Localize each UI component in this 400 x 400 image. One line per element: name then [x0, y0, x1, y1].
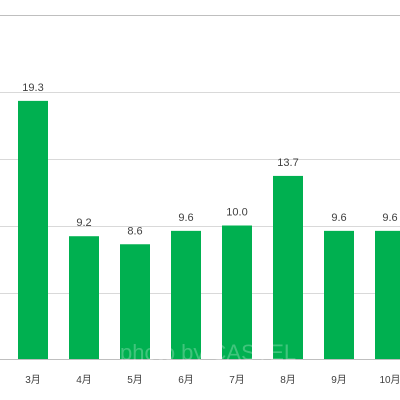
bar-8月	[273, 175, 303, 360]
data-label-3月: 19.3	[22, 82, 43, 94]
data-labels: 19.3 9.2 8.6 9.6 10.0 13.7 9.6 9.6	[22, 82, 397, 237]
bar-10月	[375, 230, 400, 360]
bar-6月	[171, 230, 201, 360]
data-label-6月: 9.6	[178, 212, 193, 224]
x-tick-labels: 3月 4月 5月 6月 7月 8月 9月 10月	[25, 374, 400, 386]
watermark: photo by CASTEL	[120, 340, 296, 365]
x-tick-7月: 7月	[229, 374, 245, 386]
x-tick-8月: 8月	[280, 374, 296, 386]
x-tick-5月: 5月	[127, 374, 143, 386]
data-label-10月: 9.6	[382, 212, 397, 224]
bar-5月	[120, 244, 150, 360]
x-tick-6月: 6月	[178, 374, 194, 386]
x-tick-9月: 9月	[331, 374, 347, 386]
data-label-8月: 13.7	[277, 157, 298, 169]
bar-4月	[69, 236, 99, 360]
bars	[18, 100, 400, 360]
x-tick-3月: 3月	[25, 374, 41, 386]
data-label-4月: 9.2	[76, 217, 91, 229]
bar-7月	[222, 225, 252, 360]
bar-9月	[324, 230, 354, 360]
bar-3月	[18, 100, 48, 360]
x-tick-10月: 10月	[379, 374, 400, 386]
data-label-7月: 10.0	[226, 207, 247, 219]
data-label-5月: 8.6	[127, 225, 142, 237]
data-label-9月: 9.6	[331, 212, 346, 224]
x-tick-4月: 4月	[76, 374, 92, 386]
